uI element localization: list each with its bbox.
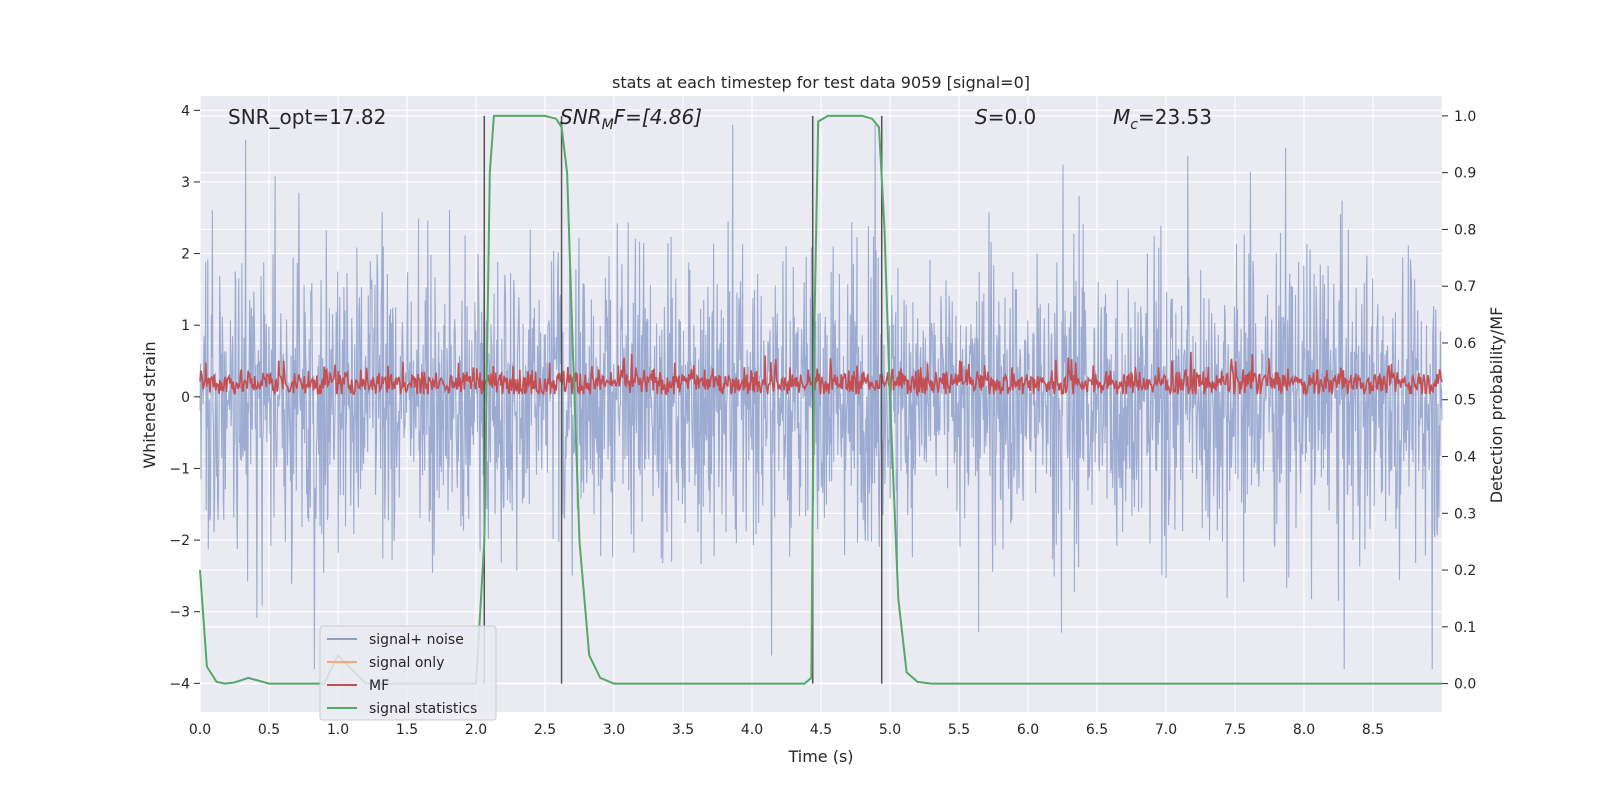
x-tick-label: 8.5 bbox=[1362, 722, 1384, 738]
legend-label-signal-only: signal only bbox=[369, 655, 444, 671]
y-tick-label: −3 bbox=[169, 605, 190, 621]
s-annotation: S=0.0 bbox=[975, 105, 1036, 129]
mc-value: =23.53 bbox=[1138, 105, 1212, 129]
mf-series bbox=[199, 351, 1443, 398]
mf-line bbox=[199, 351, 1443, 398]
y-tick-label: 2 bbox=[181, 247, 190, 263]
x-tick-label: 7.5 bbox=[1224, 722, 1246, 738]
snr-mf-sub: M bbox=[602, 117, 614, 133]
x-tick-label: 0.5 bbox=[258, 722, 280, 738]
snr-mf-main: SNR bbox=[560, 105, 602, 129]
y2-tick-label: 0.4 bbox=[1454, 450, 1476, 466]
signal-statistics-line bbox=[199, 114, 1442, 685]
mc-label: M bbox=[1113, 105, 1130, 129]
x-tick-label: 2.5 bbox=[534, 722, 556, 738]
y2-tick-label: 0.6 bbox=[1454, 336, 1476, 352]
y-tick-label: 3 bbox=[181, 175, 190, 191]
y2-tick-label: 1.0 bbox=[1454, 109, 1476, 125]
s-label: S bbox=[975, 105, 988, 129]
chart-title: stats at each timestep for test data 905… bbox=[612, 73, 1030, 92]
y-tick-label: 4 bbox=[181, 103, 190, 119]
x-tick-label: 1.0 bbox=[327, 722, 349, 738]
y2-tick-label: 0.7 bbox=[1454, 279, 1476, 295]
x-tick-label: 2.0 bbox=[465, 722, 487, 738]
legend: signal+ noise signal only MF signal stat… bbox=[319, 625, 497, 721]
y-axis-ticks: 4 3 2 1 0 −1 −2 −3 −4 bbox=[169, 103, 200, 692]
legend-box bbox=[319, 625, 497, 721]
x-tick-label: 0.0 bbox=[189, 722, 211, 738]
x-axis-ticks: 0.0 0.5 1.0 1.5 2.0 2.5 3.0 3.5 4.0 4.5 5.0 5.5 6.0 6… bbox=[189, 722, 1384, 738]
signal-statistics-series bbox=[199, 114, 1442, 685]
y-tick-label: 1 bbox=[181, 318, 190, 334]
y-tick-label: 0 bbox=[181, 390, 190, 406]
y-tick-label: −2 bbox=[169, 533, 190, 549]
legend-label-signal-noise: signal+ noise bbox=[369, 632, 464, 648]
y2-tick-label: 0.9 bbox=[1454, 166, 1476, 182]
snr-mf-annotation: SNRMF=[4.86] bbox=[560, 105, 702, 133]
legend-label-mf: MF bbox=[369, 678, 389, 694]
s-value: =0.0 bbox=[988, 105, 1037, 129]
mc-annotation: Mc=23.53 bbox=[1113, 105, 1212, 133]
y2-tick-label: 0.1 bbox=[1454, 620, 1476, 636]
snr-opt-annotation: SNR_opt=17.82 bbox=[228, 105, 386, 129]
y2-tick-label: 0.5 bbox=[1454, 393, 1476, 409]
x-tick-label: 3.5 bbox=[672, 722, 694, 738]
y2-tick-label: 0.8 bbox=[1454, 222, 1476, 238]
y2-tick-label: 0.0 bbox=[1454, 677, 1476, 693]
y2-tick-label: 0.2 bbox=[1454, 563, 1476, 579]
snr-mf-rest: F=[4.86] bbox=[614, 105, 702, 129]
x-tick-label: 4.0 bbox=[741, 722, 763, 738]
y-tick-label: −1 bbox=[169, 461, 190, 477]
x-tick-label: 6.5 bbox=[1086, 722, 1108, 738]
x-tick-label: 7.0 bbox=[1155, 722, 1177, 738]
legend-label-signal-statistics: signal statistics bbox=[369, 701, 477, 717]
y2-axis-label: Detection probability/MF bbox=[1487, 307, 1506, 504]
y-tick-label: −4 bbox=[169, 676, 190, 692]
y2-tick-label: 0.3 bbox=[1454, 506, 1476, 522]
y-axis-label: Whitened strain bbox=[140, 341, 159, 468]
x-tick-label: 3.0 bbox=[603, 722, 625, 738]
x-axis-label: Time (s) bbox=[787, 747, 853, 766]
x-tick-label: 5.5 bbox=[948, 722, 970, 738]
mc-sub: c bbox=[1130, 117, 1138, 133]
x-tick-label: 6.0 bbox=[1017, 722, 1039, 738]
x-tick-label: 8.0 bbox=[1293, 722, 1315, 738]
y2-axis-ticks: 1.0 0.9 0.8 0.7 0.6 0.5 0.4 0.3 0.2 0.1 0.0 bbox=[1442, 109, 1476, 693]
x-tick-label: 1.5 bbox=[396, 722, 418, 738]
x-tick-label: 5.0 bbox=[879, 722, 901, 738]
x-tick-label: 4.5 bbox=[810, 722, 832, 738]
